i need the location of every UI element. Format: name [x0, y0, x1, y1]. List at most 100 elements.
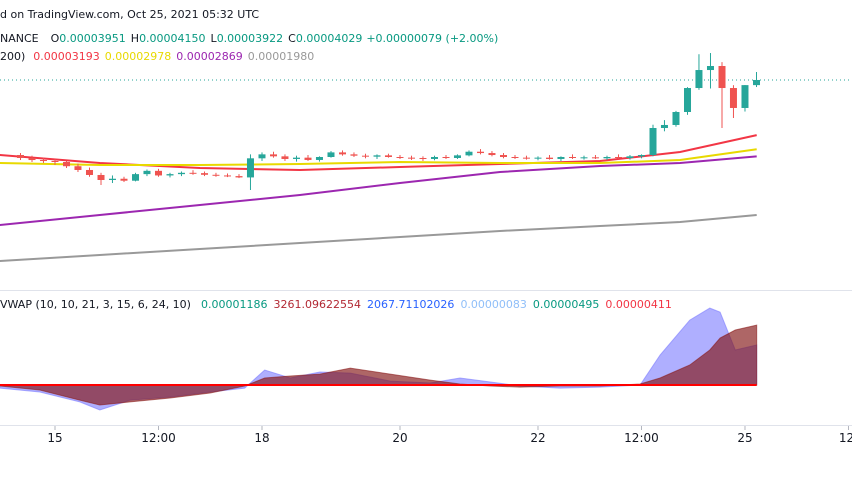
candle-body — [51, 160, 59, 163]
candle-body — [499, 155, 507, 157]
moving-average-line — [0, 155, 757, 226]
indicator-value: 0.00000495 — [533, 298, 599, 311]
x-tick-label: 25 — [737, 431, 752, 445]
candle-body — [522, 157, 530, 159]
candle-body — [615, 156, 623, 158]
candle-body — [718, 66, 726, 89]
candle-body — [132, 174, 140, 181]
candle-body — [361, 155, 369, 157]
moving-average-line — [0, 148, 757, 166]
candle-body — [166, 174, 174, 176]
candle-body — [223, 175, 231, 177]
ohlc-label: H — [131, 32, 139, 45]
ma-legend: 200) 0.00003193 0.00002978 0.00002869 0.0000… — [0, 50, 314, 63]
candle-body — [419, 157, 427, 159]
indicator-value: 0.00000083 — [460, 298, 526, 311]
time-axis: 15 12:00 18 20 22 12:00 25 12: — [47, 426, 852, 445]
candle-body — [63, 162, 71, 167]
candle-body — [384, 155, 392, 157]
x-tick-label: 12:00 — [624, 431, 659, 445]
candle-body — [258, 154, 266, 159]
price-pane — [0, 53, 852, 262]
candle-body — [408, 157, 416, 159]
candle-body — [488, 153, 496, 156]
candle-body — [39, 160, 47, 162]
candle-body — [741, 85, 749, 108]
ohlc-value: 0.00003951 — [59, 32, 125, 45]
candle-body — [660, 124, 668, 129]
legends: d on TradingView.com, Oct 25, 2021 05:32… — [0, 8, 672, 311]
candle-body — [28, 157, 36, 161]
candle-body — [396, 156, 404, 158]
candle-body — [212, 174, 220, 176]
ma-value: 0.00001980 — [248, 50, 314, 63]
ohlc-value: 0.00003922 — [217, 32, 283, 45]
indicator-value: 3261.09622554 — [273, 298, 360, 311]
candle-body — [373, 155, 381, 157]
indicator-value: 0.00001186 — [201, 298, 267, 311]
candle-body — [477, 151, 485, 154]
candle-body — [339, 152, 347, 155]
indicator-value: 0.00000411 — [605, 298, 671, 311]
x-tick-label: 12: — [839, 431, 852, 445]
candle-body — [97, 174, 105, 180]
candle-body — [85, 169, 93, 175]
candle-body — [74, 166, 82, 170]
indicator-legend: VWAP (10, 10, 21, 3, 15, 6, 24, 10) 0.000… — [0, 298, 672, 311]
candle-body — [580, 157, 588, 159]
ohlc-label: O — [51, 32, 60, 45]
candle-body — [143, 170, 151, 175]
candle-body — [557, 156, 565, 159]
x-tick-label: 18 — [254, 431, 269, 445]
candle-body — [350, 154, 358, 156]
candle-body — [591, 157, 599, 159]
x-tick-label: 15 — [47, 431, 62, 445]
candle-body — [327, 152, 335, 157]
candle-body — [235, 176, 243, 178]
x-tick-label: 20 — [392, 431, 407, 445]
candle-body — [16, 155, 24, 158]
ohlc-label: C — [288, 32, 296, 45]
x-tick-label: 22 — [530, 431, 545, 445]
candle-body — [189, 172, 197, 174]
candle-body — [684, 88, 692, 112]
ma-value: 0.00003193 — [33, 50, 99, 63]
candle-body — [511, 156, 519, 158]
candle-body — [201, 173, 209, 175]
indicator-label: VWAP (10, 10, 21, 3, 15, 6, 24, 10) — [0, 298, 191, 311]
candle-body — [246, 158, 254, 178]
change-value: +0.00000079 (+2.00%) — [366, 32, 498, 45]
ma-value: 0.00002978 — [105, 50, 171, 63]
ohlc-value: 0.00004150 — [139, 32, 205, 45]
candle-body — [626, 156, 634, 158]
moving-average-line — [0, 214, 757, 262]
candle-body — [637, 155, 645, 157]
candle-body — [442, 156, 450, 158]
candle-body — [430, 156, 438, 159]
candle-body — [706, 66, 714, 71]
symbol-name: NANCE — [0, 32, 39, 45]
candle-body — [465, 151, 473, 156]
ohlc-label: L — [211, 32, 218, 45]
candle-body — [120, 178, 128, 181]
indicator-pane — [0, 307, 758, 411]
candle-body — [453, 155, 461, 158]
candle-body — [270, 154, 278, 157]
candle-body — [154, 170, 162, 176]
candle-body — [695, 70, 703, 89]
candle-body — [534, 157, 542, 159]
ma-value: 0.00002869 — [176, 50, 242, 63]
symbol-legend: NANCE O0.00003951 H0.00004150 L0.00003922 C0… — [0, 32, 498, 45]
candle-body — [546, 157, 554, 159]
candle-body — [568, 156, 576, 158]
ohlc-value: 0.00004029 — [296, 32, 362, 45]
ma-label: 200) — [0, 50, 25, 63]
candle-body — [108, 178, 116, 180]
candle-body — [672, 112, 680, 125]
candle-body — [649, 128, 657, 156]
candle-body — [729, 88, 737, 108]
candle-body — [753, 79, 761, 86]
chart-source: d on TradingView.com, Oct 25, 2021 05:32… — [0, 8, 259, 21]
candle-body — [177, 172, 185, 175]
